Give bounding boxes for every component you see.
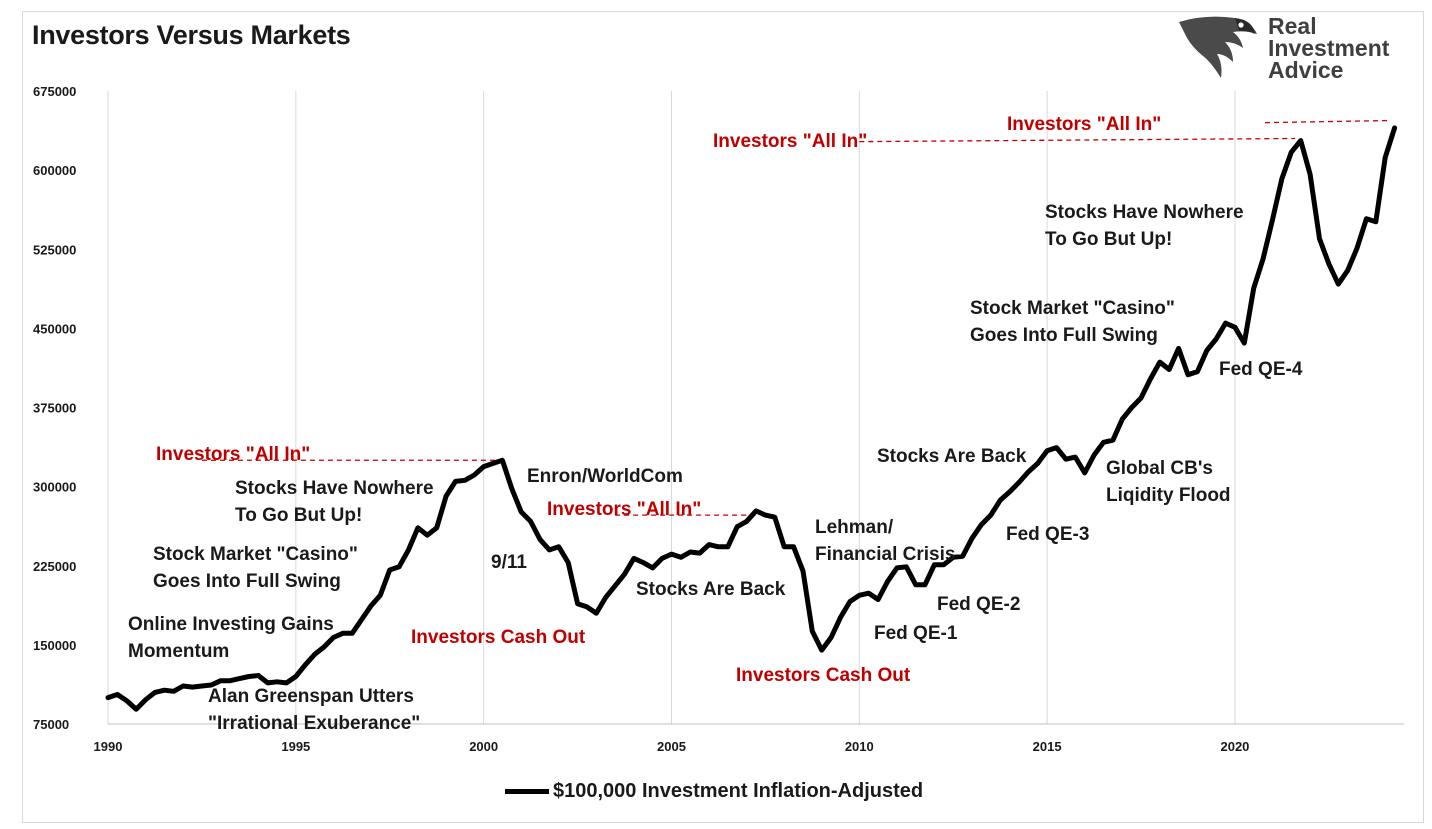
x-tick-label: 1990	[94, 739, 123, 754]
annotation-label: Enron/WorldCom	[527, 466, 683, 487]
logo-line-3: Advice	[1268, 57, 1344, 83]
annotation-line: Investors Cash Out	[736, 665, 911, 686]
x-tick-label: 1995	[281, 739, 310, 754]
legend: $100,000 Investment Inflation-Adjusted	[505, 777, 923, 805]
y-tick-label: 150000	[33, 638, 76, 653]
y-tick-label: 600000	[33, 163, 76, 178]
reference-line	[859, 137, 1296, 143]
y-tick-label: 450000	[33, 321, 76, 336]
annotation-label: Investors "All In"	[1007, 114, 1161, 135]
annotation-line: Fed QE-4	[1219, 359, 1303, 380]
annotation-line: Fed QE-1	[874, 623, 958, 644]
x-tick-label: 2000	[469, 739, 498, 754]
logo-line-2: Investment	[1268, 35, 1390, 61]
annotation-label: Stocks Have Nowhere To Go But Up!	[235, 478, 434, 526]
annotation-label: Investors "All In"	[547, 499, 701, 520]
annotation-line: 9/11	[491, 552, 527, 573]
annotation-line: "Irrational Exuberance"	[208, 713, 420, 734]
annotation-line: Financial Crisis	[815, 544, 955, 565]
annotation-label: Stock Market "Casino" Goes Into Full Swin…	[153, 544, 358, 592]
annotation-line: Enron/WorldCom	[527, 466, 683, 487]
y-tick-label: 375000	[33, 401, 76, 416]
y-tick-label: 225000	[33, 559, 76, 574]
chart-title: Investors Versus Markets	[32, 20, 351, 50]
x-tick-label: 2010	[845, 739, 874, 754]
logo-line-1: Real	[1268, 13, 1317, 39]
annotation-line: Investors "All In"	[713, 131, 867, 152]
annotation-line: Stocks Have Nowhere	[235, 478, 434, 499]
y-tick-label: 300000	[33, 480, 76, 495]
annotation-label: Stocks Are Back	[636, 579, 786, 600]
logo: Real Investment Advice	[1175, 12, 1415, 84]
annotation-line: Fed QE-2	[937, 594, 1020, 615]
annotation-line: Stock Market "Casino"	[970, 298, 1175, 319]
annotation-label: Investors "All In"	[713, 131, 867, 152]
annotation-line: Goes Into Full Swing	[153, 571, 341, 592]
annotation-line: Stocks Are Back	[877, 446, 1027, 467]
annotation-label: Lehman/Financial Crisis	[815, 517, 955, 565]
annotation-label: Investors Cash Out	[411, 627, 586, 648]
series-line	[105, 125, 1398, 712]
annotation-label: 9/11	[491, 552, 527, 573]
legend-swatch	[505, 788, 549, 794]
annotation-line: Momentum	[128, 641, 229, 662]
annotation-line: To Go But Up!	[235, 505, 362, 526]
chart-frame	[22, 11, 1424, 823]
annotation-line: Stock Market "Casino"	[153, 544, 358, 565]
annotation-line: Liqidity Flood	[1106, 485, 1231, 506]
x-tick-label: 2020	[1220, 739, 1249, 754]
annotation-label: Alan Greenspan Utters "Irrational Exubera…	[208, 686, 420, 734]
annotation-line: Investors Cash Out	[411, 627, 586, 648]
annotation-line: Investors "All In"	[1007, 114, 1161, 135]
annotation-label: Fed QE-2	[937, 594, 1020, 615]
legend-label: $100,000 Investment Inflation-Adjusted	[553, 779, 924, 802]
y-tick-label: 675000	[33, 84, 76, 99]
annotation-label: Stock Market "Casino" Goes Into Full Swin…	[970, 298, 1175, 346]
annotation-label: Fed QE-4	[1219, 359, 1303, 380]
annotation-label: Investors Cash Out	[736, 665, 911, 686]
annotation-line: Lehman/	[815, 517, 894, 538]
eagle-head-icon	[1179, 16, 1257, 79]
annotation-line: Stocks Are Back	[636, 579, 786, 600]
logo-text: Real Investment Advice	[1268, 13, 1390, 83]
x-tick-label: 2005	[657, 739, 686, 754]
annotation-label: Stocks Are Back	[877, 446, 1027, 467]
annotation-line: Online Investing Gains	[128, 614, 334, 635]
annotation-line: Global CB's	[1106, 458, 1213, 479]
annotation-line: Investors "All In"	[156, 444, 310, 465]
annotation-line: Goes Into Full Swing	[970, 325, 1158, 346]
x-tick-label: 2015	[1033, 739, 1062, 754]
annotation-line: Investors "All In"	[547, 499, 701, 520]
annotation-label: Online Investing Gains Momentum	[128, 614, 334, 662]
annotation-label: Investors "All In"	[156, 444, 310, 465]
annotation-label: Global CB's Liqidity Flood	[1106, 458, 1231, 506]
annotation-label: Stocks Have Nowhere To Go But Up!	[1045, 202, 1244, 250]
annotation-label: Fed QE-1	[874, 623, 958, 644]
annotation-line: Fed QE-3	[1006, 524, 1089, 545]
annotation-line: Stocks Have Nowhere	[1045, 202, 1244, 223]
annotation-label: Fed QE-3	[1006, 524, 1089, 545]
reference-line	[1264, 119, 1389, 124]
annotation-line: Alan Greenspan Utters	[208, 686, 414, 707]
y-tick-label: 525000	[33, 242, 76, 257]
annotation-line: To Go But Up!	[1045, 229, 1172, 250]
y-tick-label: 75000	[33, 717, 69, 732]
